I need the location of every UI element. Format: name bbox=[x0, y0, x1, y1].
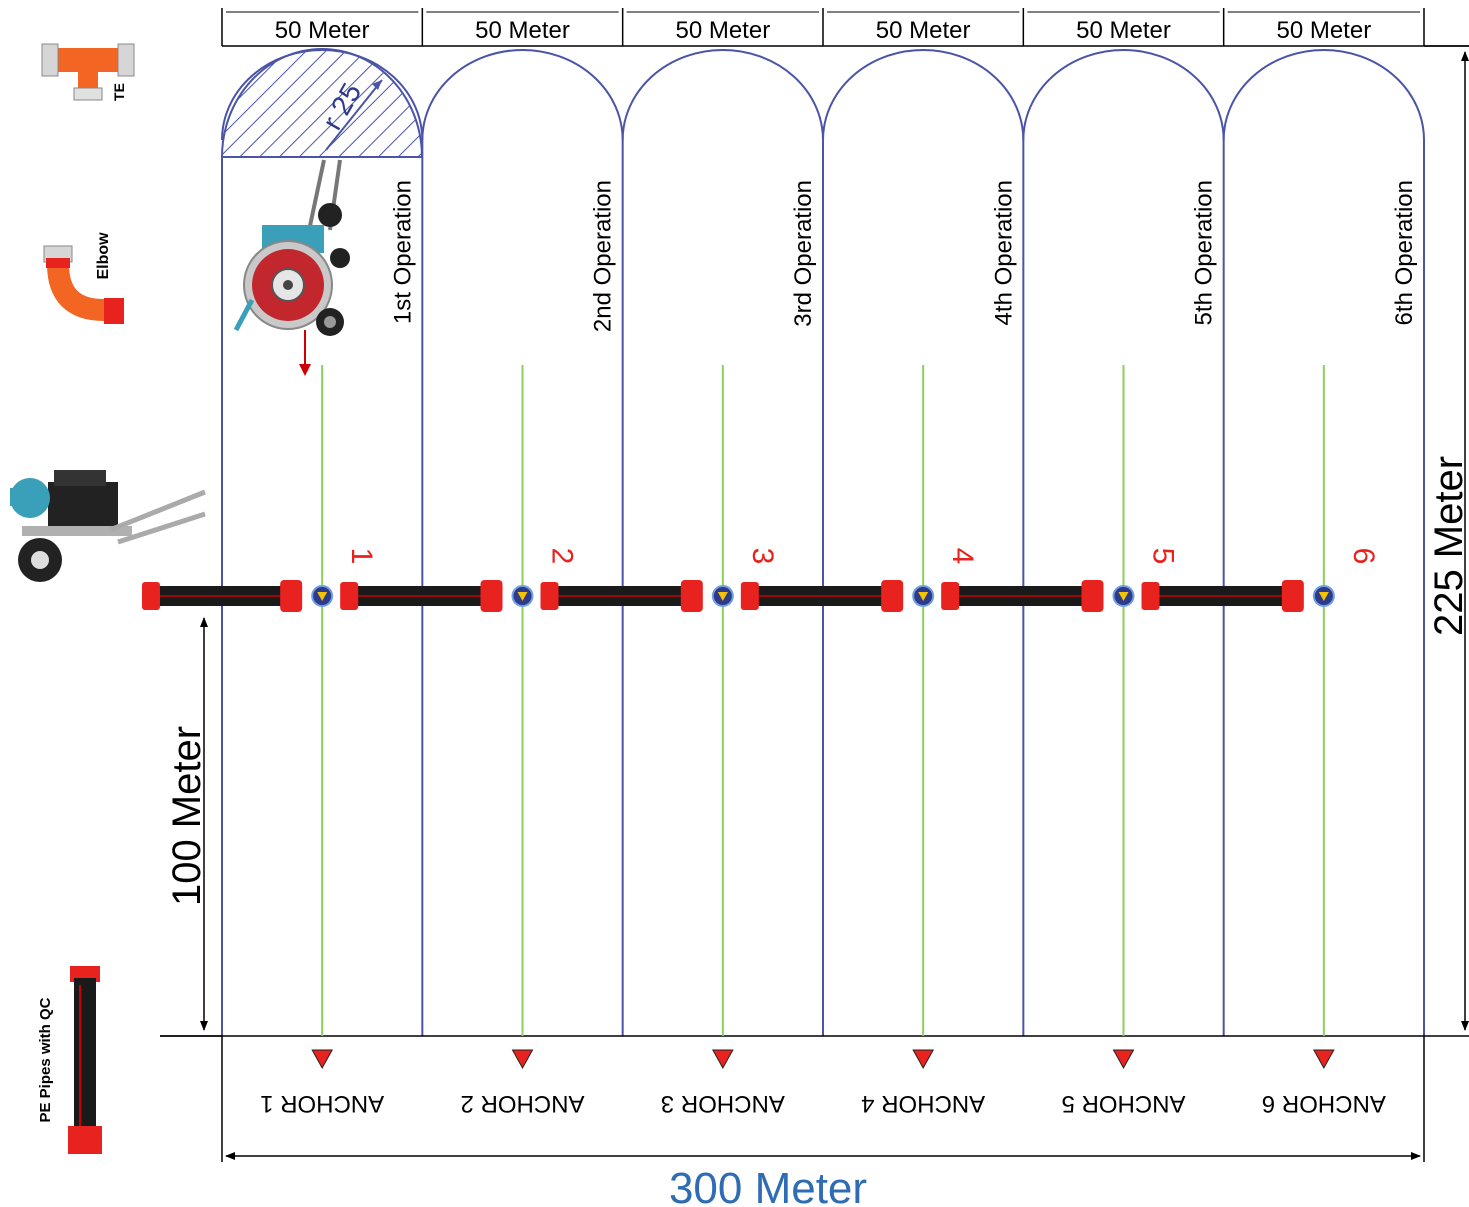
operation-label: 5th Operation bbox=[1191, 180, 1218, 325]
segment-label: 50 Meter bbox=[475, 17, 570, 44]
strip-arc bbox=[822, 49, 1025, 141]
travel-distance-dimension: 100 Meter bbox=[160, 617, 222, 1037]
te-label: TE bbox=[111, 83, 127, 101]
anchor-label: ANCHOR 1 bbox=[260, 1090, 384, 1117]
anchor-label: ANCHOR 6 bbox=[1262, 1090, 1386, 1117]
anchor-marker-icon bbox=[711, 1049, 734, 1070]
elbow-label: Elbow bbox=[95, 232, 112, 280]
pe-pipe-section bbox=[142, 580, 303, 612]
pe-pipe-section bbox=[540, 580, 703, 612]
anchor-numbers: 1 2 3 4 5 6 bbox=[345, 548, 1380, 565]
operation-label: 3rd Operation bbox=[790, 180, 817, 327]
operation-label: 2nd Operation bbox=[590, 180, 617, 332]
travel-distance-label: 100 Meter bbox=[165, 726, 209, 906]
water-pump-icon bbox=[10, 470, 206, 582]
total-height-label: 225 Meter bbox=[1427, 456, 1469, 636]
top-dimension-band: 50 Meter 50 Meter 50 Meter 50 Meter 50 Meter… bbox=[221, 8, 1469, 47]
anchor-number: 3 bbox=[746, 548, 779, 565]
pe-pipe-section bbox=[1141, 580, 1304, 612]
center-lines bbox=[321, 365, 1325, 1036]
anchor-marker-icon bbox=[1312, 1049, 1335, 1070]
anchor-number: 4 bbox=[946, 548, 979, 565]
segment-label: 50 Meter bbox=[275, 17, 370, 44]
segment-label: 50 Meter bbox=[1076, 17, 1171, 44]
anchor-label: ANCHOR 3 bbox=[661, 1090, 785, 1117]
anchor-label: ANCHOR 5 bbox=[1061, 1090, 1185, 1117]
elbow-icon: Elbow bbox=[43, 232, 124, 324]
pe-pipe-icon: PE Pipes with QC bbox=[37, 966, 102, 1154]
anchor-marker-icon bbox=[1112, 1049, 1135, 1070]
strip-arc bbox=[621, 49, 824, 141]
anchor-number: 6 bbox=[1347, 548, 1380, 565]
total-height-dimension: 225 Meter bbox=[1424, 45, 1469, 1037]
legend: TE Elbow PE Pipes with Q bbox=[10, 43, 206, 1154]
strip-arc bbox=[421, 49, 624, 141]
total-width-dimension: 300 Meter bbox=[221, 1036, 1425, 1207]
strip-arc bbox=[1022, 48, 1225, 141]
operation-label: 4th Operation bbox=[990, 180, 1017, 325]
strip-arc bbox=[1222, 49, 1425, 141]
te-fitting-icon: TE bbox=[41, 43, 135, 101]
operation-labels: 1st Operation 2nd Operation 3rd Operation 4… bbox=[389, 180, 1418, 332]
anchor-marker-icon bbox=[912, 1049, 935, 1070]
anchor-number: 2 bbox=[546, 548, 579, 565]
first-operation-hatched-area: r 25 bbox=[220, 48, 424, 158]
segment-label: 50 Meter bbox=[675, 17, 770, 44]
pe-pipe-section bbox=[340, 580, 503, 612]
operation-label: 1st Operation bbox=[389, 180, 416, 324]
anchor-label: ANCHOR 4 bbox=[861, 1090, 985, 1117]
pe-pipe-line bbox=[142, 580, 1335, 612]
anchor-row: ANCHOR 1 ANCHOR 2 ANCHOR 3 ANCHOR 4 ANCHOR 5… bbox=[260, 1049, 1386, 1117]
anchor-label: ANCHOR 2 bbox=[460, 1090, 584, 1117]
segment-label: 50 Meter bbox=[1276, 17, 1371, 44]
total-width-label: 300 Meter bbox=[669, 1164, 867, 1207]
pe-pipes-label: PE Pipes with QC bbox=[37, 997, 54, 1122]
segment-label: 50 Meter bbox=[876, 17, 971, 44]
operation-label: 6th Operation bbox=[1391, 180, 1418, 325]
anchor-marker-icon bbox=[511, 1049, 534, 1070]
anchor-number: 1 bbox=[345, 548, 378, 565]
anchor-number: 5 bbox=[1147, 548, 1180, 565]
anchor-marker-icon bbox=[311, 1049, 334, 1070]
pe-pipe-section bbox=[740, 580, 904, 612]
hose-reel-irrigator-icon bbox=[233, 159, 350, 376]
pe-pipe-section bbox=[941, 580, 1104, 612]
